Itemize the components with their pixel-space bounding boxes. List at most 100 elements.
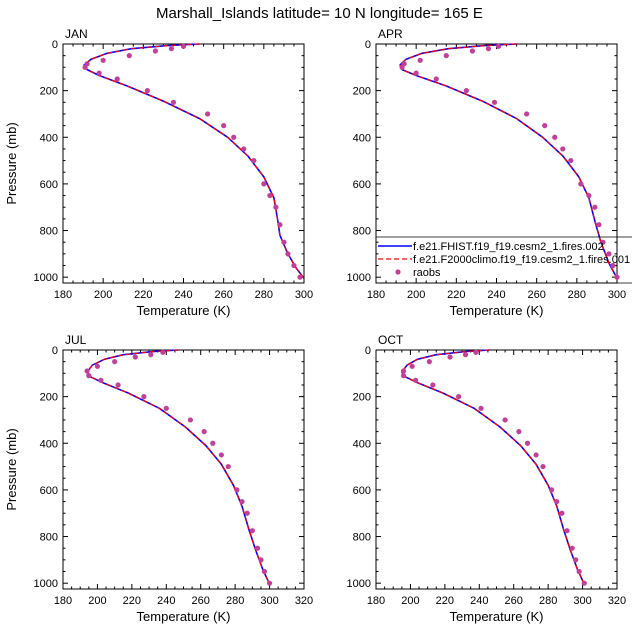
jan-ytick-label: 400 xyxy=(40,132,58,144)
apr-raobs-point xyxy=(542,123,548,129)
jan-ytick-label: 200 xyxy=(40,86,58,98)
jan-panel-title: JAN xyxy=(65,27,88,41)
apr-raobs-point xyxy=(610,262,616,269)
apr-raobs-point xyxy=(495,43,502,49)
jan-xtick-label: 240 xyxy=(174,289,192,301)
jan-series-f2000climo-line xyxy=(83,43,305,279)
apr-ytick-label: 800 xyxy=(353,226,371,238)
apr-raobs-point xyxy=(560,146,566,152)
jan-raobs-point xyxy=(96,70,102,76)
oct-series-f2000climo-line xyxy=(401,349,585,585)
jan-xtick-label: 220 xyxy=(134,289,152,301)
jul-xtick-label: 200 xyxy=(88,595,106,607)
jul-raobs-point xyxy=(94,363,101,369)
apr-ytick-label: 1000 xyxy=(347,272,371,284)
jul-ytick-label: 0 xyxy=(52,345,58,357)
oct-raobs-point xyxy=(426,359,432,365)
jul-xtick-label: 320 xyxy=(295,595,313,607)
oct-ytick-label: 200 xyxy=(353,392,371,404)
jul-raobs-point xyxy=(244,510,250,516)
jan-xtick-label: 280 xyxy=(255,289,273,301)
apr-raobs-point xyxy=(524,111,530,117)
oct-raobs-point xyxy=(524,440,531,446)
jul-raobs-point xyxy=(187,417,193,423)
legend-label: f.e21.FHIST.f19_f19.cesm2_1.fires.002 xyxy=(413,241,604,253)
oct-raobs-point xyxy=(400,373,407,379)
jul-raobs-point xyxy=(258,557,264,563)
jul-raobs-point xyxy=(239,498,245,505)
jan-raobs-point xyxy=(126,53,132,59)
apr-xtick-label: 300 xyxy=(608,289,626,301)
jul-raobs-point xyxy=(234,487,240,493)
jul-y-axis-label: Pressure (mb) xyxy=(4,428,19,510)
oct-raobs-point xyxy=(569,545,575,551)
oct-ytick-label: 1000 xyxy=(347,578,371,590)
oct-raobs-point xyxy=(462,352,469,358)
apr-raobs-point xyxy=(399,64,405,70)
oct-ytick-label: 600 xyxy=(353,485,371,497)
apr-xtick-label: 220 xyxy=(447,289,465,301)
jul-raobs-point xyxy=(115,382,121,388)
apr-raobs-point xyxy=(485,46,492,52)
apr-raobs-point xyxy=(552,134,558,140)
jul-ytick-label: 1000 xyxy=(34,578,58,590)
apr-series-f2000climo-line xyxy=(399,43,618,279)
jan-raobs-point xyxy=(180,43,187,49)
apr-raobs-point xyxy=(491,99,498,105)
apr-xtick-label: 200 xyxy=(407,289,425,301)
jul-xtick-label: 300 xyxy=(260,595,278,607)
oct-raobs-point xyxy=(473,349,479,355)
oct-ytick-label: 400 xyxy=(353,438,371,450)
jan-raobs-point xyxy=(205,111,211,117)
jan-raobs-point xyxy=(281,239,287,245)
apr-raobs-point xyxy=(433,76,439,82)
apr-xtick-label: 260 xyxy=(527,289,545,301)
jan-raobs-point xyxy=(144,88,150,94)
panel-oct: OCT 180 200 220 240 260 280 300 320 0 200 400 600 800… xyxy=(347,333,627,624)
jul-raobs-point xyxy=(141,394,147,400)
oct-raobs-point xyxy=(533,452,539,458)
apr-raobs-point xyxy=(596,222,602,228)
oct-raobs-point xyxy=(409,363,415,369)
apr-ytick-label: 0 xyxy=(365,39,371,51)
apr-x-axis-label: Temperature (K) xyxy=(450,303,544,318)
jan-raobs-point xyxy=(251,157,257,164)
oct-raobs-point xyxy=(412,377,419,383)
jul-ytick-label: 200 xyxy=(40,392,58,404)
jul-raobs-point xyxy=(261,568,268,575)
apr-raobs-point xyxy=(469,48,475,54)
jul-raobs-point xyxy=(163,405,169,411)
jul-raobs-point xyxy=(86,373,92,379)
apr-raobs-point xyxy=(578,181,584,187)
jan-raobs-point xyxy=(267,192,273,199)
oct-raobs-point xyxy=(540,463,546,470)
oct-xtick-label: 220 xyxy=(436,595,454,607)
oct-series-fhist-line xyxy=(401,349,586,585)
apr-raobs-point xyxy=(443,53,449,59)
legend-raobs-marker xyxy=(395,269,401,275)
jan-raobs-point xyxy=(82,64,88,70)
jul-xtick-label: 240 xyxy=(157,595,175,607)
jul-plot-frame xyxy=(62,349,305,590)
jul-xtick-label: 280 xyxy=(226,595,244,607)
jan-xtick-label: 260 xyxy=(214,289,232,301)
jan-y-axis-label: Pressure (mb) xyxy=(4,122,19,204)
jan-raobs-point xyxy=(114,76,120,82)
jan-ytick-label: 1000 xyxy=(34,272,58,284)
jan-raobs-point xyxy=(168,46,175,52)
oct-raobs-point xyxy=(576,568,582,575)
jan-raobs-point xyxy=(100,57,106,63)
oct-plot-frame xyxy=(375,349,618,590)
jan-xtick-label: 200 xyxy=(94,289,112,301)
jul-raobs-point xyxy=(225,463,231,470)
panel-apr: APR 180 200 220 240 260 280 300 0 200 400 600 800 100… xyxy=(347,27,627,318)
figure-title: Marshall_Islands latitude= 10 N longitud… xyxy=(156,5,483,22)
jan-ytick-label: 0 xyxy=(52,39,58,51)
apr-raobs-point xyxy=(568,157,574,164)
apr-raobs-point xyxy=(592,204,598,210)
oct-raobs-point xyxy=(502,417,508,423)
jan-plot-frame xyxy=(62,43,305,284)
oct-xtick-label: 260 xyxy=(505,595,523,607)
panel-jul: JUL 180 200 220 240 260 280 300 320 0 200 400 600 800… xyxy=(4,333,313,624)
